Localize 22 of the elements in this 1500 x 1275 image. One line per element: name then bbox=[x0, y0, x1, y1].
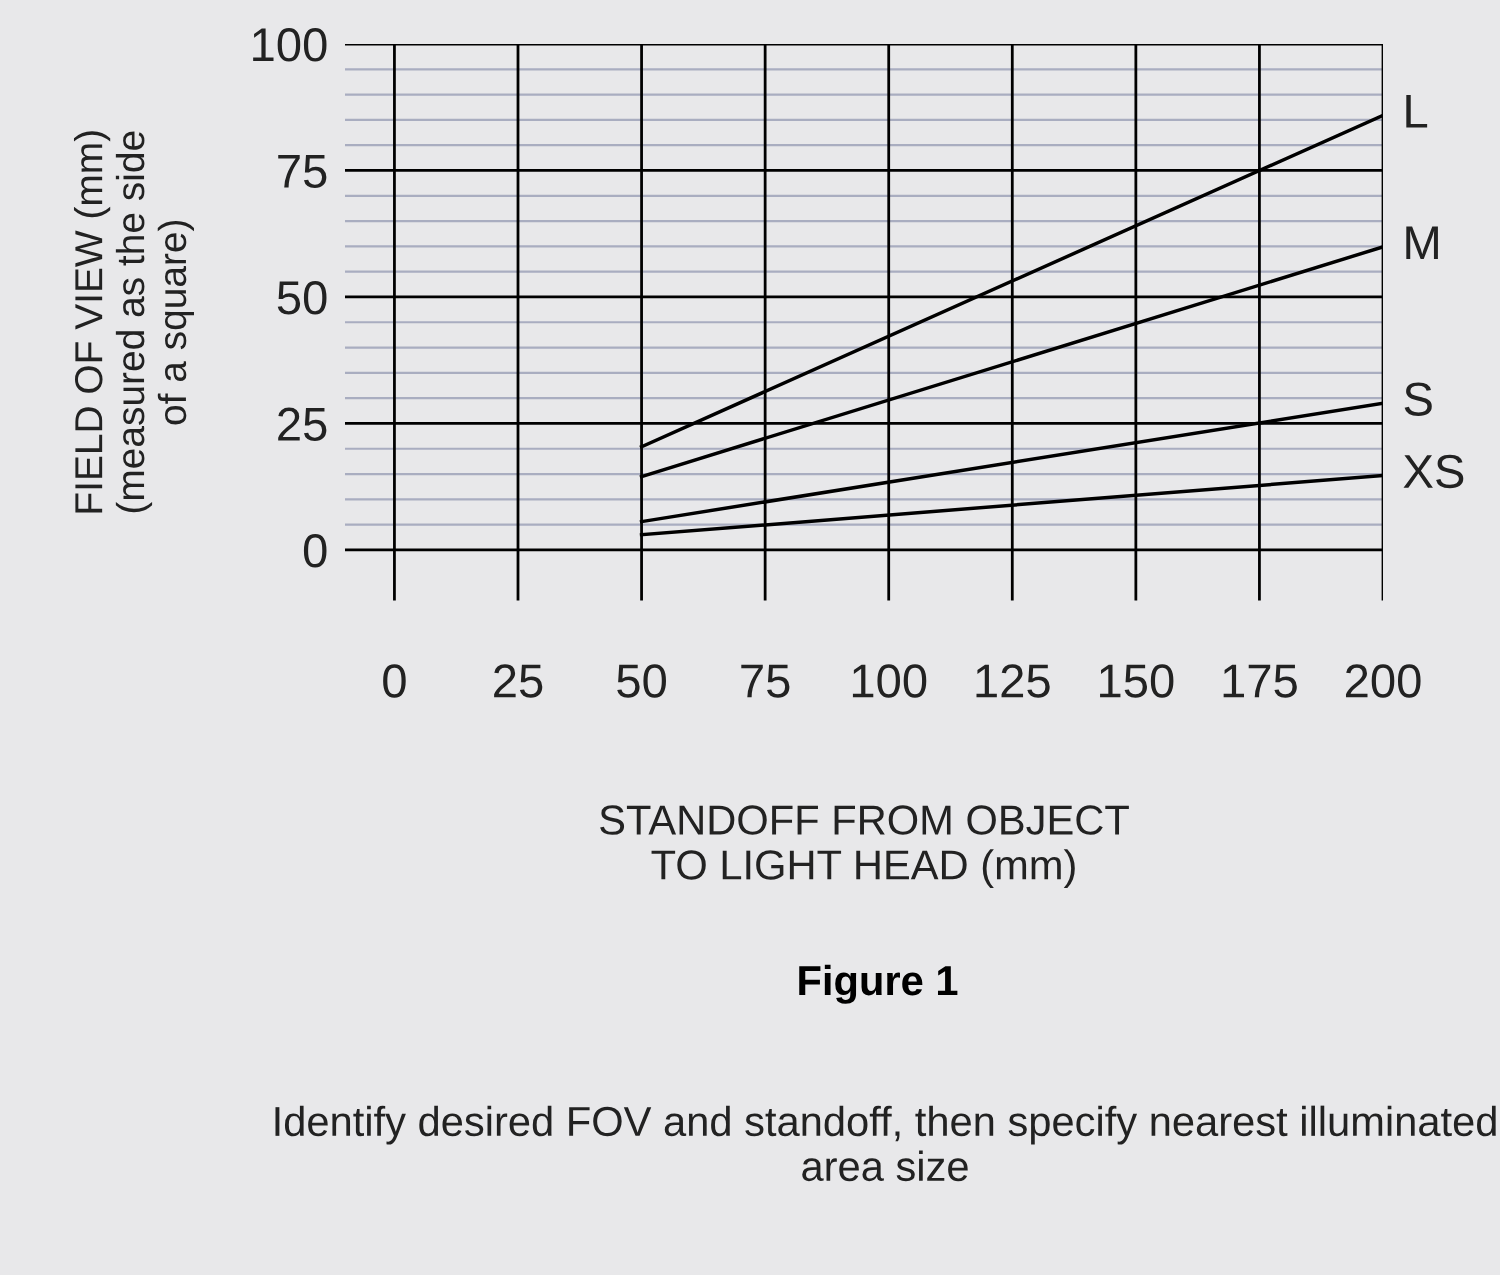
y-tick-label: 50 bbox=[277, 281, 327, 315]
x-tick-label: 100 bbox=[852, 664, 927, 698]
x-tick-label: 50 bbox=[617, 664, 666, 698]
series-label: S bbox=[1404, 382, 1432, 416]
x-axis-title: STANDOFF FROM OBJECT TO LIGHT HEAD (mm) bbox=[600, 805, 1129, 888]
x-tick-label: 75 bbox=[741, 664, 790, 698]
y-axis-title: FIELD OF VIEW (mm) (measured as the side of a square) bbox=[73, 131, 194, 513]
y-tick-label: 75 bbox=[278, 155, 327, 189]
y-tick-label: 100 bbox=[253, 28, 327, 62]
y-tick-label: 0 bbox=[303, 534, 327, 568]
x-tick-label: 0 bbox=[383, 664, 406, 698]
text: Identify desired FOV and standoff, then specify nearest illuminated area size bbox=[275, 1105, 1496, 1182]
x-tick-label: 175 bbox=[1223, 664, 1297, 698]
x-tick-label: 150 bbox=[1100, 664, 1174, 698]
series-label: L bbox=[1406, 95, 1428, 128]
series-label: XS bbox=[1403, 454, 1464, 489]
series-label: M bbox=[1406, 226, 1438, 260]
caption: Figure 1 bbox=[799, 964, 958, 1004]
y-tick-label: 25 bbox=[278, 407, 327, 442]
x-tick-label: 200 bbox=[1345, 664, 1421, 698]
x-tick-label: 125 bbox=[976, 664, 1050, 698]
x-tick-label: 25 bbox=[494, 664, 543, 698]
